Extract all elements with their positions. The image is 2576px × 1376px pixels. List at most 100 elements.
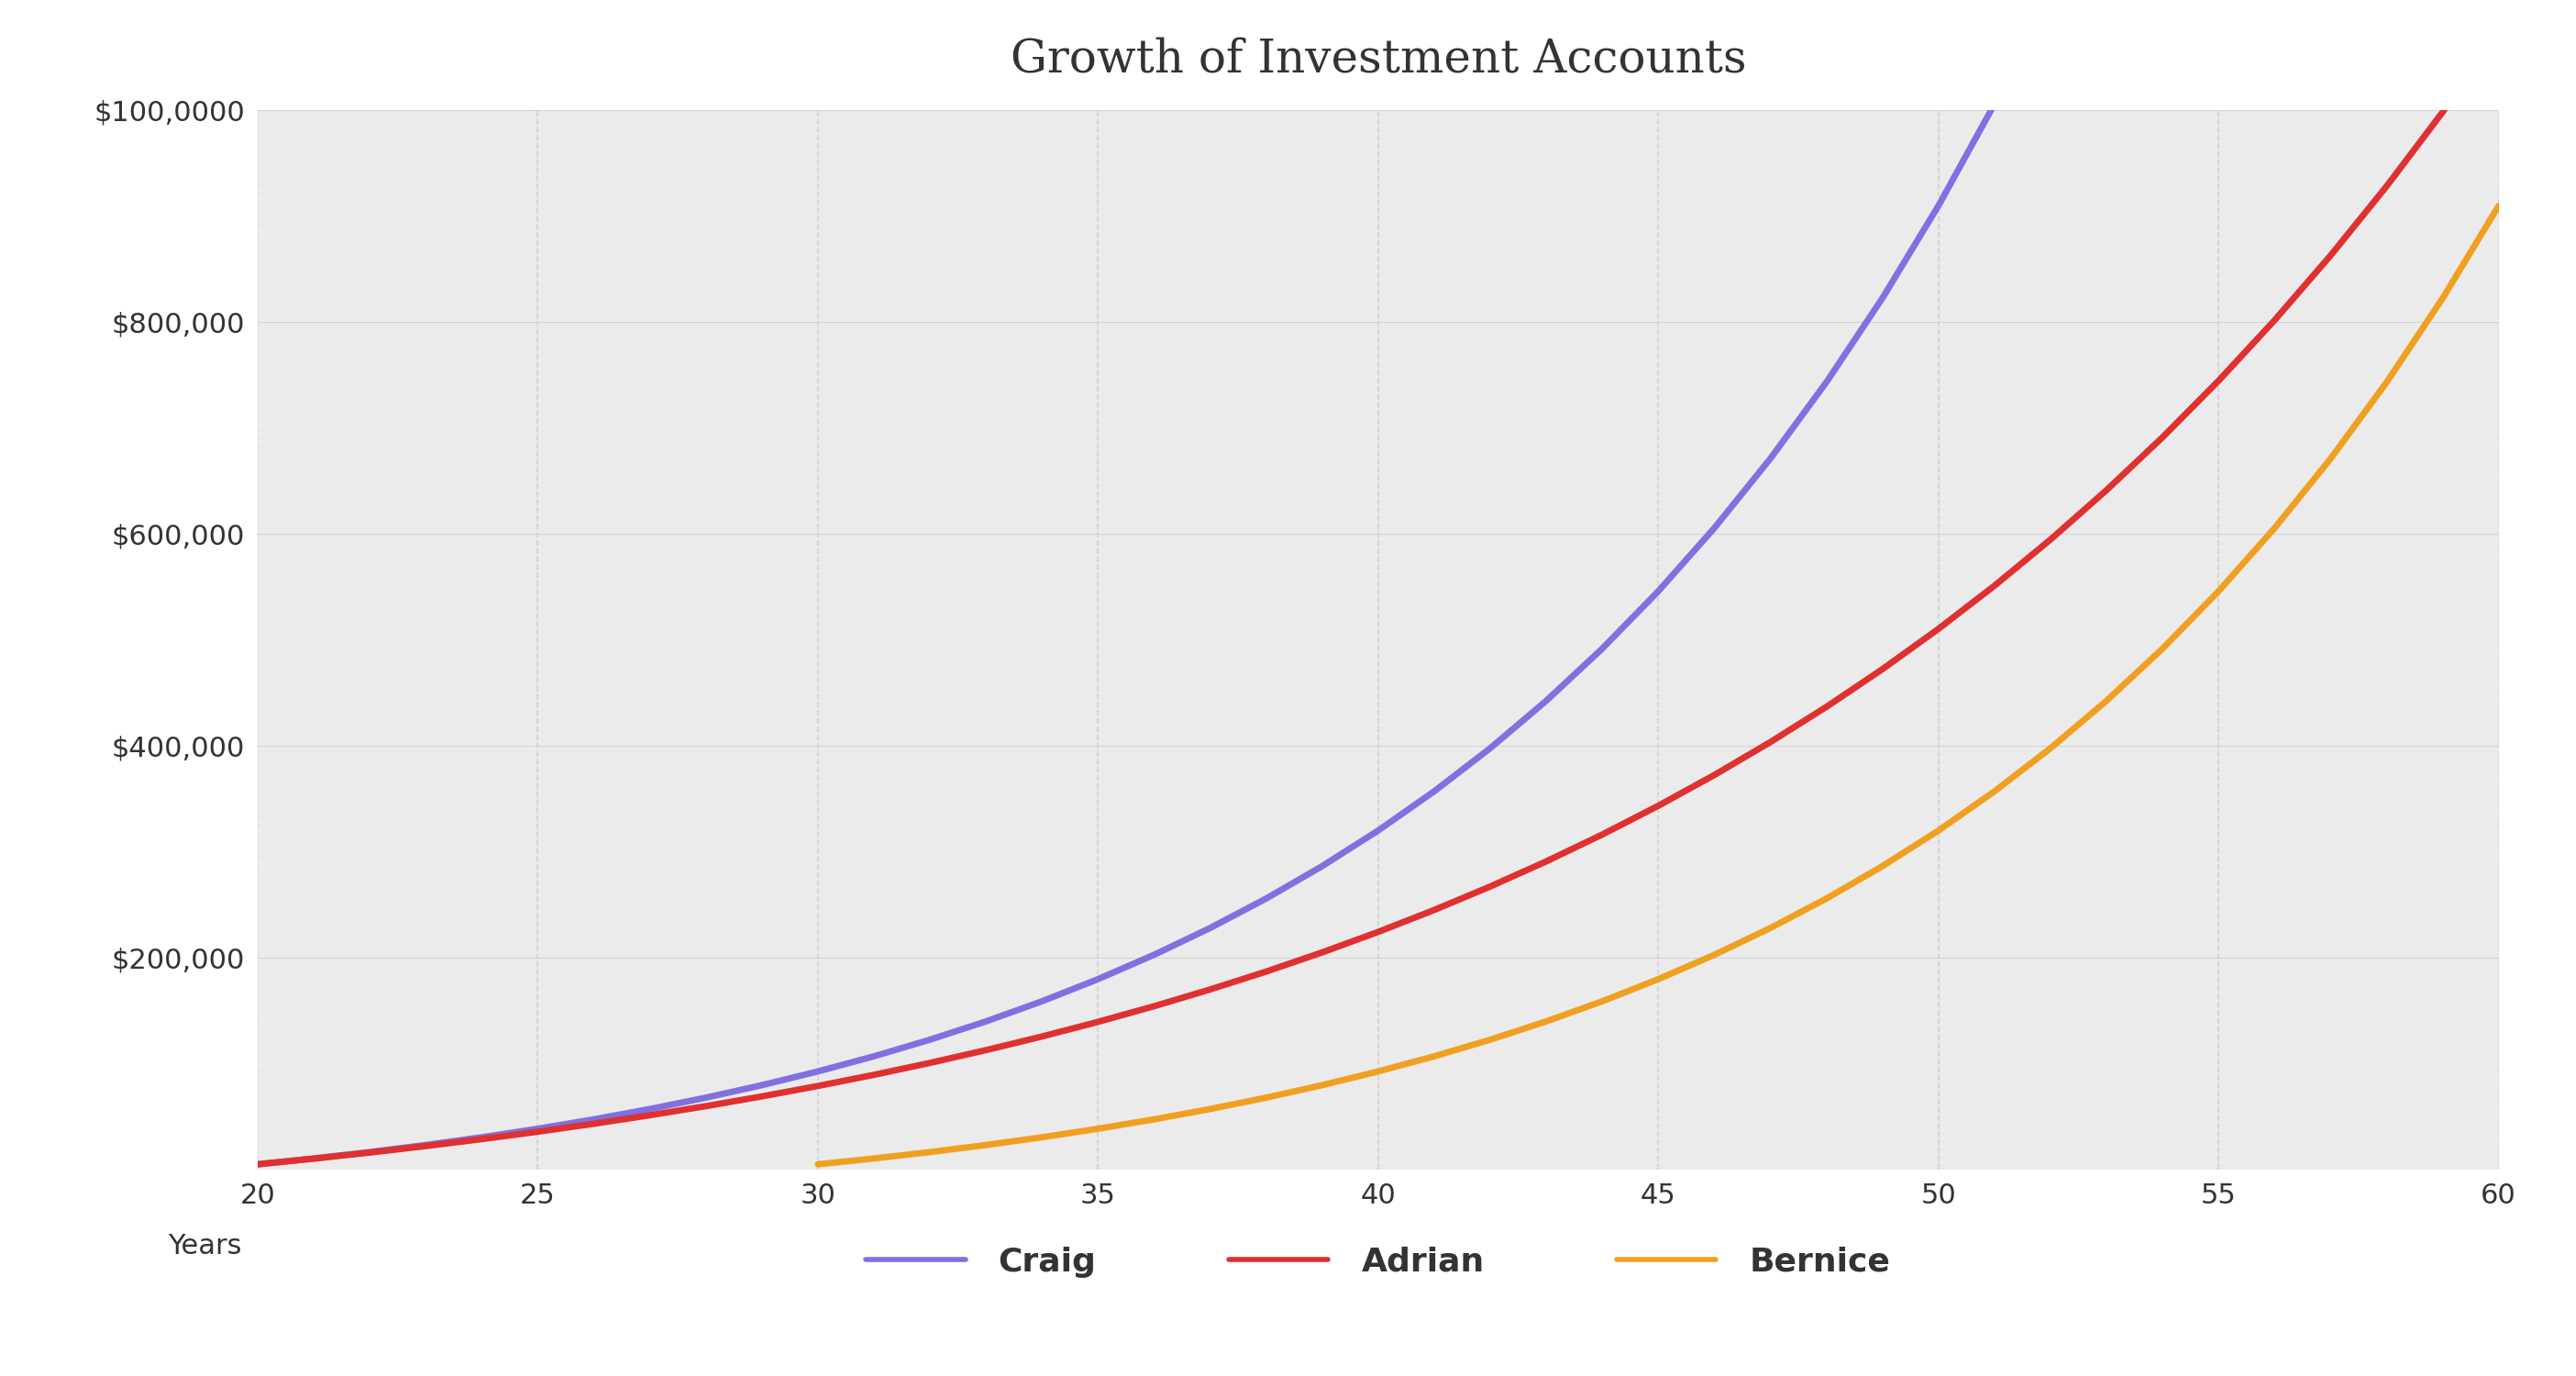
Adrian (1868, 660, 1899, 677)
Adrian (2202, 373, 2233, 389)
Craig (1700, 520, 1731, 537)
Craig (410, 1137, 440, 1153)
Adrian (1811, 699, 1842, 716)
Bernice (1252, 1090, 1283, 1106)
Adrian (2259, 312, 2290, 329)
Craig (1587, 640, 1618, 656)
Bernice (1868, 857, 1899, 874)
Craig (1306, 857, 1337, 874)
Craig (466, 1128, 497, 1145)
Craig (1978, 96, 2009, 113)
Adrian (580, 1116, 611, 1132)
Craig (690, 1090, 721, 1106)
Adrian (2427, 103, 2458, 120)
Craig (1754, 450, 1785, 466)
Adrian (1082, 1014, 1113, 1031)
Craig (1868, 290, 1899, 307)
Craig (1643, 583, 1674, 600)
Craig (1363, 823, 1394, 839)
Craig (1252, 890, 1283, 907)
Craig (971, 1013, 1002, 1029)
Legend: Craig, Adrian, Bernice: Craig, Adrian, Bernice (853, 1233, 1904, 1291)
Bernice (1363, 1064, 1394, 1080)
Bernice (1139, 1110, 1170, 1127)
Bernice (2035, 740, 2066, 757)
Adrian (1139, 998, 1170, 1014)
Adrian (2372, 178, 2403, 194)
Craig (1476, 740, 1507, 757)
Adrian (747, 1088, 778, 1105)
Adrian (2092, 482, 2123, 498)
Bernice (858, 1150, 889, 1167)
Bernice (914, 1143, 945, 1160)
Bernice (2316, 450, 2347, 466)
Adrian (1530, 853, 1561, 870)
Craig (580, 1110, 611, 1127)
Bernice (2259, 520, 2290, 537)
Bernice (1476, 1032, 1507, 1049)
Craig (1811, 374, 1842, 391)
Adrian (971, 1042, 1002, 1058)
Adrian (355, 1145, 386, 1161)
Craig (804, 1064, 835, 1080)
Craig (1082, 971, 1113, 988)
Adrian (1754, 733, 1785, 750)
Bernice (1082, 1120, 1113, 1137)
Bernice (1922, 823, 1955, 839)
Adrian (2035, 531, 2066, 548)
Craig (299, 1150, 330, 1167)
Bernice (1811, 890, 1842, 907)
Craig (1195, 919, 1226, 936)
Adrian (914, 1054, 945, 1071)
Bernice (971, 1137, 1002, 1153)
Adrian (634, 1106, 665, 1123)
Craig (355, 1143, 386, 1160)
Adrian (242, 1156, 273, 1172)
Bernice (1195, 1101, 1226, 1117)
Craig (747, 1077, 778, 1094)
Adrian (804, 1077, 835, 1094)
Bernice (1700, 947, 1731, 963)
Adrian (2148, 429, 2179, 446)
Adrian (690, 1098, 721, 1115)
Adrian (1978, 578, 2009, 594)
Adrian (1195, 981, 1226, 998)
Adrian (410, 1138, 440, 1154)
Craig (634, 1101, 665, 1117)
Bernice (2202, 583, 2233, 600)
Adrian (299, 1150, 330, 1167)
Bernice (1419, 1049, 1450, 1065)
Adrian (1587, 826, 1618, 842)
Title: Growth of Investment Accounts: Growth of Investment Accounts (1010, 37, 1747, 83)
Craig (1139, 947, 1170, 963)
Bernice (1028, 1128, 1059, 1145)
Craig (1419, 783, 1450, 799)
Adrian (858, 1066, 889, 1083)
Adrian (1363, 923, 1394, 940)
Line: Bernice: Bernice (819, 206, 2499, 1164)
Adrian (1028, 1028, 1059, 1044)
Bernice (2427, 290, 2458, 307)
Bernice (2148, 640, 2179, 656)
Bernice (1754, 919, 1785, 936)
Bernice (1643, 971, 1674, 988)
Bernice (1306, 1077, 1337, 1094)
Adrian (1700, 766, 1731, 783)
Craig (523, 1120, 554, 1137)
Craig (1922, 198, 1955, 215)
Bernice (1587, 993, 1618, 1010)
Bernice (1978, 783, 2009, 799)
Bernice (2372, 374, 2403, 391)
Adrian (1643, 798, 1674, 815)
Adrian (466, 1131, 497, 1148)
Craig (1028, 993, 1059, 1010)
Craig (242, 1156, 273, 1172)
Bernice (1530, 1013, 1561, 1029)
Craig (1530, 692, 1561, 709)
Adrian (1922, 621, 1955, 637)
Adrian (2316, 248, 2347, 264)
Bernice (2483, 198, 2514, 215)
Adrian (1252, 963, 1283, 980)
Adrian (1476, 878, 1507, 894)
Bernice (804, 1156, 835, 1172)
